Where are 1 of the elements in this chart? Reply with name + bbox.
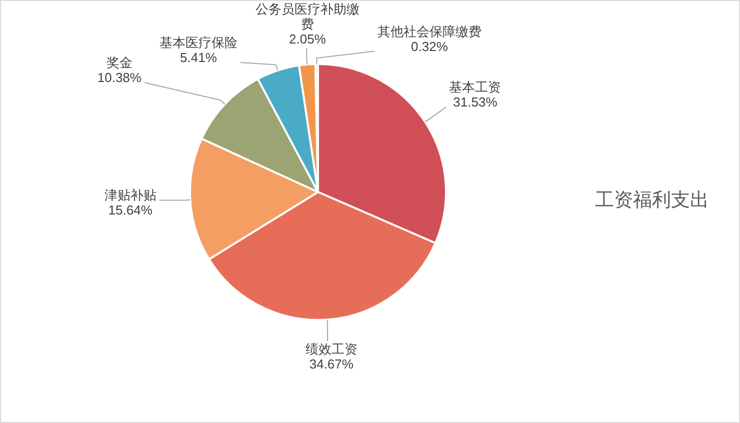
- title: 工资福利支出: [595, 190, 709, 211]
